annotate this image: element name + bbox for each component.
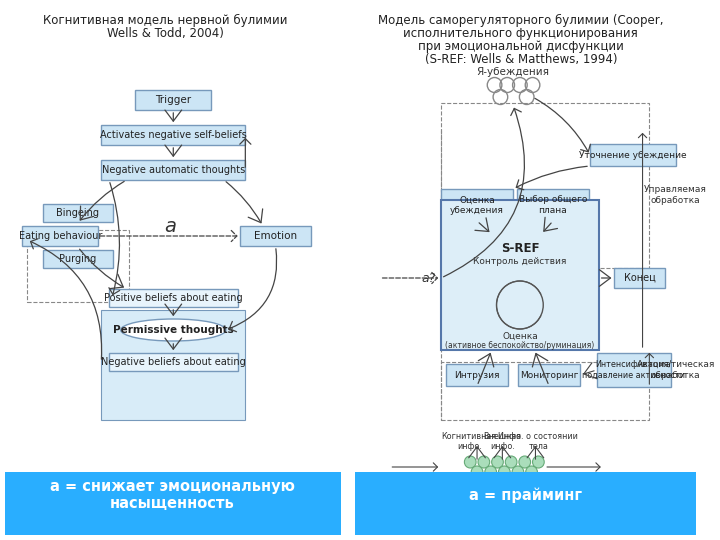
Text: Автоматическая
обработка: Автоматическая обработка — [636, 360, 715, 380]
Text: Управляемая
обработка: Управляемая обработка — [644, 185, 707, 205]
Bar — [42, 250, 113, 268]
Bar — [109, 289, 238, 307]
Ellipse shape — [121, 319, 226, 341]
Bar — [441, 189, 513, 221]
Circle shape — [519, 456, 531, 468]
Text: Когнитивная модель нервной булимии: Когнитивная модель нервной булимии — [43, 14, 288, 27]
Text: Permissive thoughts: Permissive thoughts — [113, 325, 234, 335]
Text: Purging: Purging — [59, 254, 96, 264]
Text: Wells & Todd, 2004): Wells & Todd, 2004) — [107, 27, 224, 40]
Text: Negative automatic thoughts: Negative automatic thoughts — [102, 165, 245, 175]
Text: Negative beliefs about eating: Negative beliefs about eating — [101, 357, 246, 367]
Text: а?: а? — [422, 272, 436, 285]
Bar — [446, 364, 508, 386]
Text: Элементы низкоуровневой обработки: Элементы низкоуровневой обработки — [420, 478, 589, 488]
Text: Уточнение убеждение: Уточнение убеждение — [579, 151, 687, 159]
Bar — [42, 204, 113, 222]
Bar — [597, 353, 671, 387]
Circle shape — [505, 456, 517, 468]
Bar — [441, 200, 599, 350]
Text: Оценка: Оценка — [502, 332, 538, 341]
Text: Оценка
убеждения: Оценка убеждения — [450, 195, 504, 215]
Circle shape — [512, 466, 523, 478]
Text: Интенсификация/
подавление активности: Интенсификация/ подавление активности — [582, 360, 685, 380]
Circle shape — [492, 456, 503, 468]
Text: (S-REF: Wells & Matthews, 1994): (S-REF: Wells & Matthews, 1994) — [425, 53, 617, 66]
Text: а = прайминг: а = прайминг — [469, 487, 582, 503]
Circle shape — [485, 466, 497, 478]
Text: Выбор общего
плана: Выбор общего плана — [519, 195, 588, 215]
Text: Activates negative self-beliefs: Activates negative self-beliefs — [100, 130, 247, 140]
Bar — [441, 103, 649, 268]
Circle shape — [478, 456, 490, 468]
Bar — [240, 226, 310, 246]
Text: Внешняя
инфо.: Внешняя инфо. — [483, 432, 521, 451]
Circle shape — [498, 466, 510, 478]
Bar — [102, 125, 246, 145]
Circle shape — [464, 456, 476, 468]
Text: Я-убеждения: Я-убеждения — [477, 67, 549, 77]
Bar — [356, 472, 696, 535]
Bar — [590, 144, 675, 166]
Text: Модель саморегуляторного булимии (Cooper,: Модель саморегуляторного булимии (Cooper… — [378, 14, 664, 27]
Text: Eating behaviour: Eating behaviour — [19, 231, 102, 241]
Bar — [22, 226, 99, 246]
Text: Конец: Конец — [624, 273, 656, 283]
Bar — [102, 160, 246, 180]
Circle shape — [471, 466, 483, 478]
Bar — [27, 230, 130, 302]
Text: Мониторинг: Мониторинг — [520, 370, 578, 380]
Text: Интрузия: Интрузия — [454, 370, 500, 380]
Text: при эмоциональной дисфункции: при эмоциональной дисфункции — [418, 40, 624, 53]
Bar — [109, 353, 238, 371]
Text: Positive beliefs about eating: Positive beliefs about eating — [104, 293, 243, 303]
Circle shape — [526, 466, 537, 478]
Text: Emotion: Emotion — [254, 231, 297, 241]
Text: S-REF: S-REF — [500, 241, 539, 254]
Bar — [517, 189, 589, 221]
Text: Bingeing: Bingeing — [56, 208, 99, 218]
Text: Контроль действия: Контроль действия — [473, 258, 567, 267]
Bar — [102, 310, 246, 420]
Text: а = снижает эмоциональную
насыщенность: а = снижает эмоциональную насыщенность — [50, 479, 294, 511]
Text: исполнительного функционирования: исполнительного функционирования — [403, 27, 638, 40]
Circle shape — [533, 456, 544, 468]
Text: Инфо. о состоянии
тела: Инфо. о состоянии тела — [498, 432, 578, 451]
Bar — [614, 268, 665, 288]
Text: (активное беспокойство/руминация): (активное беспокойство/руминация) — [445, 341, 595, 350]
Text: Когнитивная
инфо.: Когнитивная инфо. — [441, 432, 497, 451]
Bar — [5, 472, 341, 535]
Text: Trigger: Trigger — [156, 95, 192, 105]
Text: a: a — [164, 217, 176, 235]
Bar — [135, 90, 211, 110]
Bar — [518, 364, 580, 386]
Bar — [441, 362, 649, 420]
